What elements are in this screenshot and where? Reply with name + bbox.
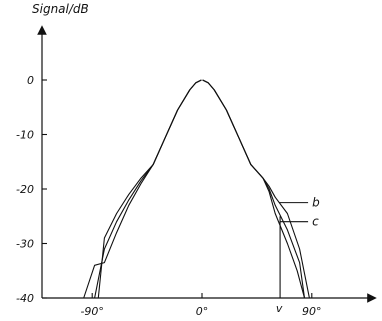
y-tick-label-3: -30 <box>16 238 34 251</box>
y-axis-label: Signal/dB <box>32 2 89 16</box>
annotations: v bc <box>276 196 320 315</box>
x-tick-label-2: 90° <box>302 305 322 318</box>
annotation-label-b: b <box>312 196 320 210</box>
annotation-label-c: c <box>312 215 319 229</box>
x-tick-label-0: -90° <box>80 305 103 318</box>
curve-5 <box>202 79 306 299</box>
x-ticks: -90° 0° 90° <box>80 293 322 318</box>
y-tick-label-2: -20 <box>16 183 34 196</box>
y-ticks: 0 -10 -20 -30 -40 <box>16 74 47 305</box>
curve-3 <box>97 79 202 299</box>
curve-4 <box>202 79 310 299</box>
y-tick-label-1: -10 <box>16 129 34 142</box>
x-tick-label-1: 0° <box>196 305 209 318</box>
marker-label: v <box>276 302 283 315</box>
curve-6 <box>202 79 306 299</box>
curves <box>83 79 310 299</box>
curve-2 <box>94 79 202 299</box>
y-tick-label-4: -40 <box>16 292 34 305</box>
y-tick-label-0: 0 <box>27 74 34 87</box>
